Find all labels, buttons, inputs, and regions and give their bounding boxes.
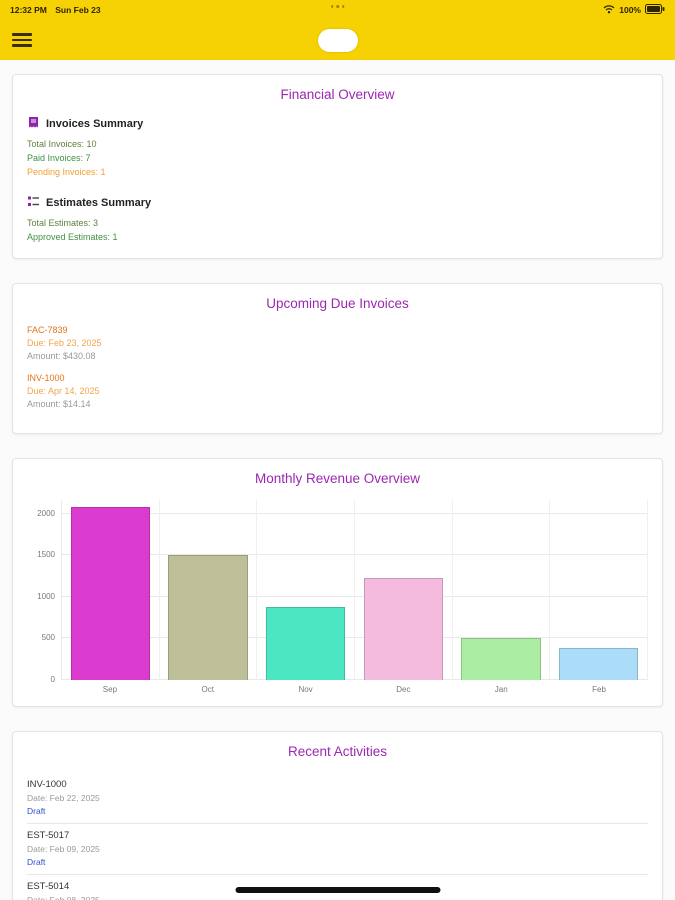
activity-id: INV-1000: [27, 779, 67, 790]
due-invoice-date: Due: Feb 23, 2025: [27, 338, 102, 348]
total-estimates-line: Total Estimates: 3: [27, 218, 99, 228]
activity-status: Draft: [27, 806, 46, 816]
x-tick-label: Oct: [201, 685, 214, 694]
activity-item[interactable]: INV-1000 Date: Feb 22, 2025 Draft: [27, 773, 648, 823]
activity-item[interactable]: EST-5014 Date: Feb 08, 2025 Converted: [27, 875, 648, 900]
y-tick-label: 500: [41, 633, 55, 643]
card-title-revenue: Monthly Revenue Overview: [254, 471, 421, 486]
menu-button[interactable]: [12, 30, 32, 50]
battery-icon: [645, 4, 665, 16]
invoices-summary-label: Invoices Summary: [46, 118, 144, 130]
bar-sep: [70, 507, 150, 680]
bar-dec: [363, 577, 443, 680]
status-time-date: 12:32 PM Sun Feb 23: [10, 5, 107, 15]
activity-id: EST-5017: [27, 830, 70, 841]
revenue-chart-card: Monthly Revenue Overview 0 500 1000 1500 200…: [12, 458, 663, 707]
due-invoice-amount: Amount: $14.14: [27, 399, 91, 409]
bar-slot: [160, 500, 258, 680]
due-invoice-amount: Amount: $430.08: [27, 351, 96, 361]
status-time: 12:32 PM: [10, 5, 47, 15]
invoices-summary-heading: Invoices Summary: [27, 116, 648, 132]
recent-activities-card: Recent Activities INV-1000 Date: Feb 22,…: [12, 731, 663, 900]
y-tick-label: 0: [50, 675, 55, 684]
due-invoice-date: Due: Apr 14, 2025: [27, 386, 100, 396]
main-content: Financial Overview Invoices Summary Tota…: [0, 60, 675, 900]
due-invoice-id: FAC-7839: [27, 325, 68, 335]
card-title-upcoming: Upcoming Due Invoices: [266, 296, 409, 311]
activity-id: EST-5014: [27, 881, 70, 892]
y-tick-label: 1000: [37, 591, 55, 601]
app-header: [0, 20, 675, 60]
chart-x-axis: Sep Oct Nov Dec Jan Feb: [61, 685, 648, 694]
bar-oct: [168, 555, 248, 680]
financial-overview-card: Financial Overview Invoices Summary Tota…: [12, 74, 663, 259]
activity-date: Date: Feb 22, 2025: [27, 793, 100, 803]
total-invoices-line: Total Invoices: 10: [27, 139, 97, 149]
y-tick-label: 1500: [37, 550, 55, 560]
estimates-summary-heading: Estimates Summary: [27, 195, 648, 211]
estimates-checklist-icon: [27, 195, 40, 211]
activity-date: Date: Feb 09, 2025: [27, 844, 100, 854]
bar-slot: [453, 500, 551, 680]
card-title-financial: Financial Overview: [280, 87, 395, 102]
revenue-bar-chart: 0 500 1000 1500 2000 Sep Oct Nov Dec Jan Feb: [27, 500, 649, 694]
x-tick-label: Jan: [494, 685, 508, 694]
y-tick-label: 2000: [37, 508, 55, 518]
bar-nov: [266, 606, 346, 680]
bar-feb: [559, 647, 639, 680]
upcoming-invoices-card: Upcoming Due Invoices FAC-7839 Due: Feb …: [12, 283, 663, 434]
bar-slot: [355, 500, 453, 680]
x-tick-label: Nov: [298, 685, 313, 694]
bars-row: [62, 500, 649, 680]
status-date: Sun Feb 23: [55, 5, 101, 15]
bar-slot: [62, 500, 160, 680]
due-invoice-id: INV-1000: [27, 373, 65, 383]
chart-plot: [61, 500, 649, 680]
wifi-icon: [603, 4, 615, 16]
estimates-summary-label: Estimates Summary: [46, 197, 152, 209]
x-tick-label: Dec: [396, 685, 411, 694]
bar-slot: [550, 500, 649, 680]
status-bar: 12:32 PM Sun Feb 23 100%: [0, 0, 675, 20]
pending-invoices-line: Pending Invoices: 1: [27, 167, 106, 177]
x-tick-label: Feb: [592, 685, 606, 694]
paid-invoices-line: Paid Invoices: 7: [27, 153, 91, 163]
battery-percent: 100%: [619, 5, 641, 15]
invoice-receipt-icon: [27, 116, 40, 132]
status-dots-icon: [330, 5, 345, 8]
home-indicator[interactable]: [235, 887, 440, 893]
activity-status: Draft: [27, 857, 46, 867]
bar-slot: [257, 500, 356, 680]
card-title-activities: Recent Activities: [287, 744, 388, 759]
chart-y-axis: 0 500 1000 1500 2000: [27, 500, 61, 684]
due-invoice-item[interactable]: INV-1000 Due: Apr 14, 2025 Amount: $14.1…: [27, 373, 648, 409]
divider: [27, 874, 648, 875]
approved-estimates-line: Approved Estimates: 1: [27, 232, 118, 242]
activity-item[interactable]: EST-5017 Date: Feb 09, 2025 Draft: [27, 824, 648, 874]
bar-jan: [461, 638, 541, 680]
due-invoice-item[interactable]: FAC-7839 Due: Feb 23, 2025 Amount: $430.…: [27, 325, 648, 361]
divider: [27, 823, 648, 824]
activity-date: Date: Feb 08, 2025: [27, 895, 100, 900]
x-tick-label: Sep: [102, 685, 118, 694]
app-logo: [317, 29, 358, 52]
